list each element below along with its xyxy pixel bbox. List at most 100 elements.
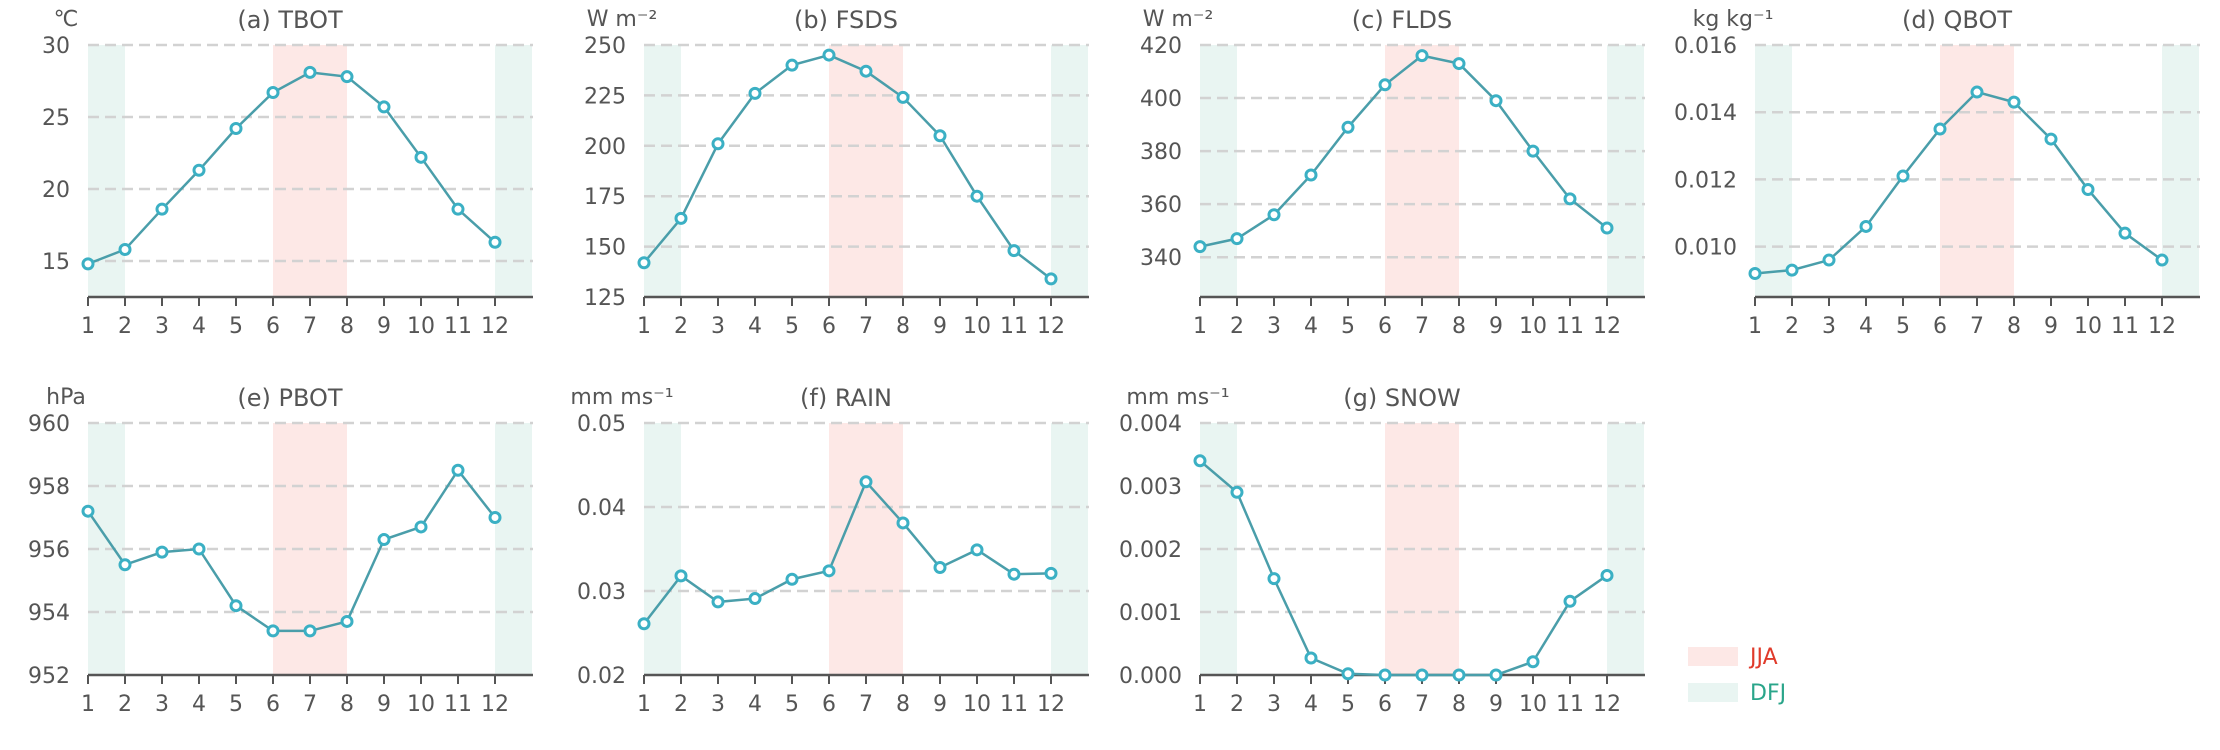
data-point <box>303 624 317 638</box>
x-tick-label: 7 <box>1970 314 1984 339</box>
x-tick-label: 4 <box>192 692 206 717</box>
data-point <box>1600 221 1614 235</box>
x-tick-label: 10 <box>963 692 991 717</box>
data-point <box>1748 266 1762 280</box>
data-point <box>1600 568 1614 582</box>
x-tick-label: 11 <box>1556 314 1584 339</box>
x-tick-label: 4 <box>1304 692 1318 717</box>
x-tick-label: 8 <box>1452 692 1466 717</box>
y-tick-label: 15 <box>42 250 70 275</box>
panel-title: (a) TBOT <box>237 6 343 34</box>
unit-label: kg kg⁻¹ <box>1693 7 1774 32</box>
x-tick-label: 8 <box>896 692 910 717</box>
y-tick-label: 225 <box>584 84 626 109</box>
jja-shade <box>1940 45 2014 297</box>
panel-title: (g) SNOW <box>1343 384 1460 412</box>
y-tick-label: 250 <box>584 34 626 59</box>
x-tick-label: 12 <box>481 314 509 339</box>
unit-label: mm ms⁻¹ <box>570 385 673 410</box>
y-tick-label: 125 <box>584 286 626 311</box>
series-line <box>1199 54 1608 248</box>
data-point <box>1341 120 1355 134</box>
dfj-shade <box>1200 45 1237 297</box>
data-point <box>1489 94 1503 108</box>
x-tick-label: 8 <box>340 692 354 717</box>
data-point <box>1526 655 1540 669</box>
x-tick-label: 3 <box>711 692 725 717</box>
legend-swatch-jja <box>1688 647 1738 666</box>
jja-shade <box>829 45 903 297</box>
x-tick-label: 12 <box>1593 692 1621 717</box>
series-line <box>643 53 1052 280</box>
x-tick-label: 5 <box>229 314 243 339</box>
data-point <box>414 520 428 534</box>
data-point <box>1378 78 1392 92</box>
data-point <box>1785 263 1799 277</box>
x-tick-label: 10 <box>407 692 435 717</box>
dfj-shade <box>644 45 681 297</box>
data-point <box>933 560 947 574</box>
x-tick-label: 11 <box>444 314 472 339</box>
data-point <box>637 256 651 270</box>
x-tick-label: 11 <box>1000 314 1028 339</box>
data-point <box>1007 244 1021 258</box>
data-point <box>674 211 688 225</box>
x-tick-label: 2 <box>1230 314 1244 339</box>
panel-6: 0.020.030.040.051 2 3 4 5 6 7 8 9 10 11 12(f) RAINm… <box>570 384 1089 717</box>
dfj-shade <box>1607 45 1644 297</box>
data-point <box>1563 594 1577 608</box>
x-tick-label: 10 <box>1519 692 1547 717</box>
panel-title: (e) PBOT <box>237 384 343 412</box>
y-tick-label: 0.05 <box>577 412 626 437</box>
data-point <box>859 475 873 489</box>
x-tick-label: 6 <box>266 692 280 717</box>
x-tick-label: 3 <box>1822 314 1836 339</box>
data-point <box>1044 566 1058 580</box>
data-point <box>1933 122 1947 136</box>
x-tick-label: 11 <box>1556 692 1584 717</box>
data-point <box>1415 668 1429 682</box>
unit-label: hPa <box>46 385 86 410</box>
y-tick-label: 150 <box>584 236 626 261</box>
unit-label: W m⁻² <box>587 7 658 32</box>
x-tick-label: 1 <box>81 314 95 339</box>
x-tick-label: 4 <box>1859 314 1873 339</box>
data-point <box>933 129 947 143</box>
jja-shade <box>273 45 347 297</box>
x-tick-label: 9 <box>1489 314 1503 339</box>
x-tick-label: 7 <box>859 692 873 717</box>
x-tick-label: 8 <box>2007 314 2021 339</box>
y-tick-label: 0.02 <box>577 664 626 689</box>
panel-title: (d) QBOT <box>1902 6 2012 34</box>
x-tick-label: 7 <box>1415 692 1429 717</box>
x-tick-label: 12 <box>1593 314 1621 339</box>
y-tick-label: 25 <box>42 106 70 131</box>
legend-swatch-dfj <box>1688 683 1738 702</box>
x-tick-label: 10 <box>1519 314 1547 339</box>
panel-title: (c) FLDS <box>1352 6 1452 34</box>
data-point <box>1526 144 1540 158</box>
data-point <box>303 65 317 79</box>
x-tick-label: 9 <box>933 692 947 717</box>
data-point <box>118 558 132 572</box>
x-tick-label: 2 <box>1230 692 1244 717</box>
data-point <box>896 516 910 530</box>
x-tick-label: 9 <box>2044 314 2058 339</box>
x-tick-label: 10 <box>2074 314 2102 339</box>
y-tick-label: 0.03 <box>577 580 626 605</box>
y-tick-label: 0.001 <box>1119 601 1182 626</box>
panel-title: (b) FSDS <box>794 6 898 34</box>
x-tick-label: 5 <box>1341 692 1355 717</box>
x-tick-label: 1 <box>1193 314 1207 339</box>
data-point <box>118 242 132 256</box>
data-point <box>1341 667 1355 681</box>
data-point <box>711 595 725 609</box>
data-point <box>1822 253 1836 267</box>
data-point <box>1489 668 1503 682</box>
y-tick-label: 0.003 <box>1119 475 1182 500</box>
y-tick-label: 0.012 <box>1674 168 1737 193</box>
x-tick-label: 7 <box>303 692 317 717</box>
